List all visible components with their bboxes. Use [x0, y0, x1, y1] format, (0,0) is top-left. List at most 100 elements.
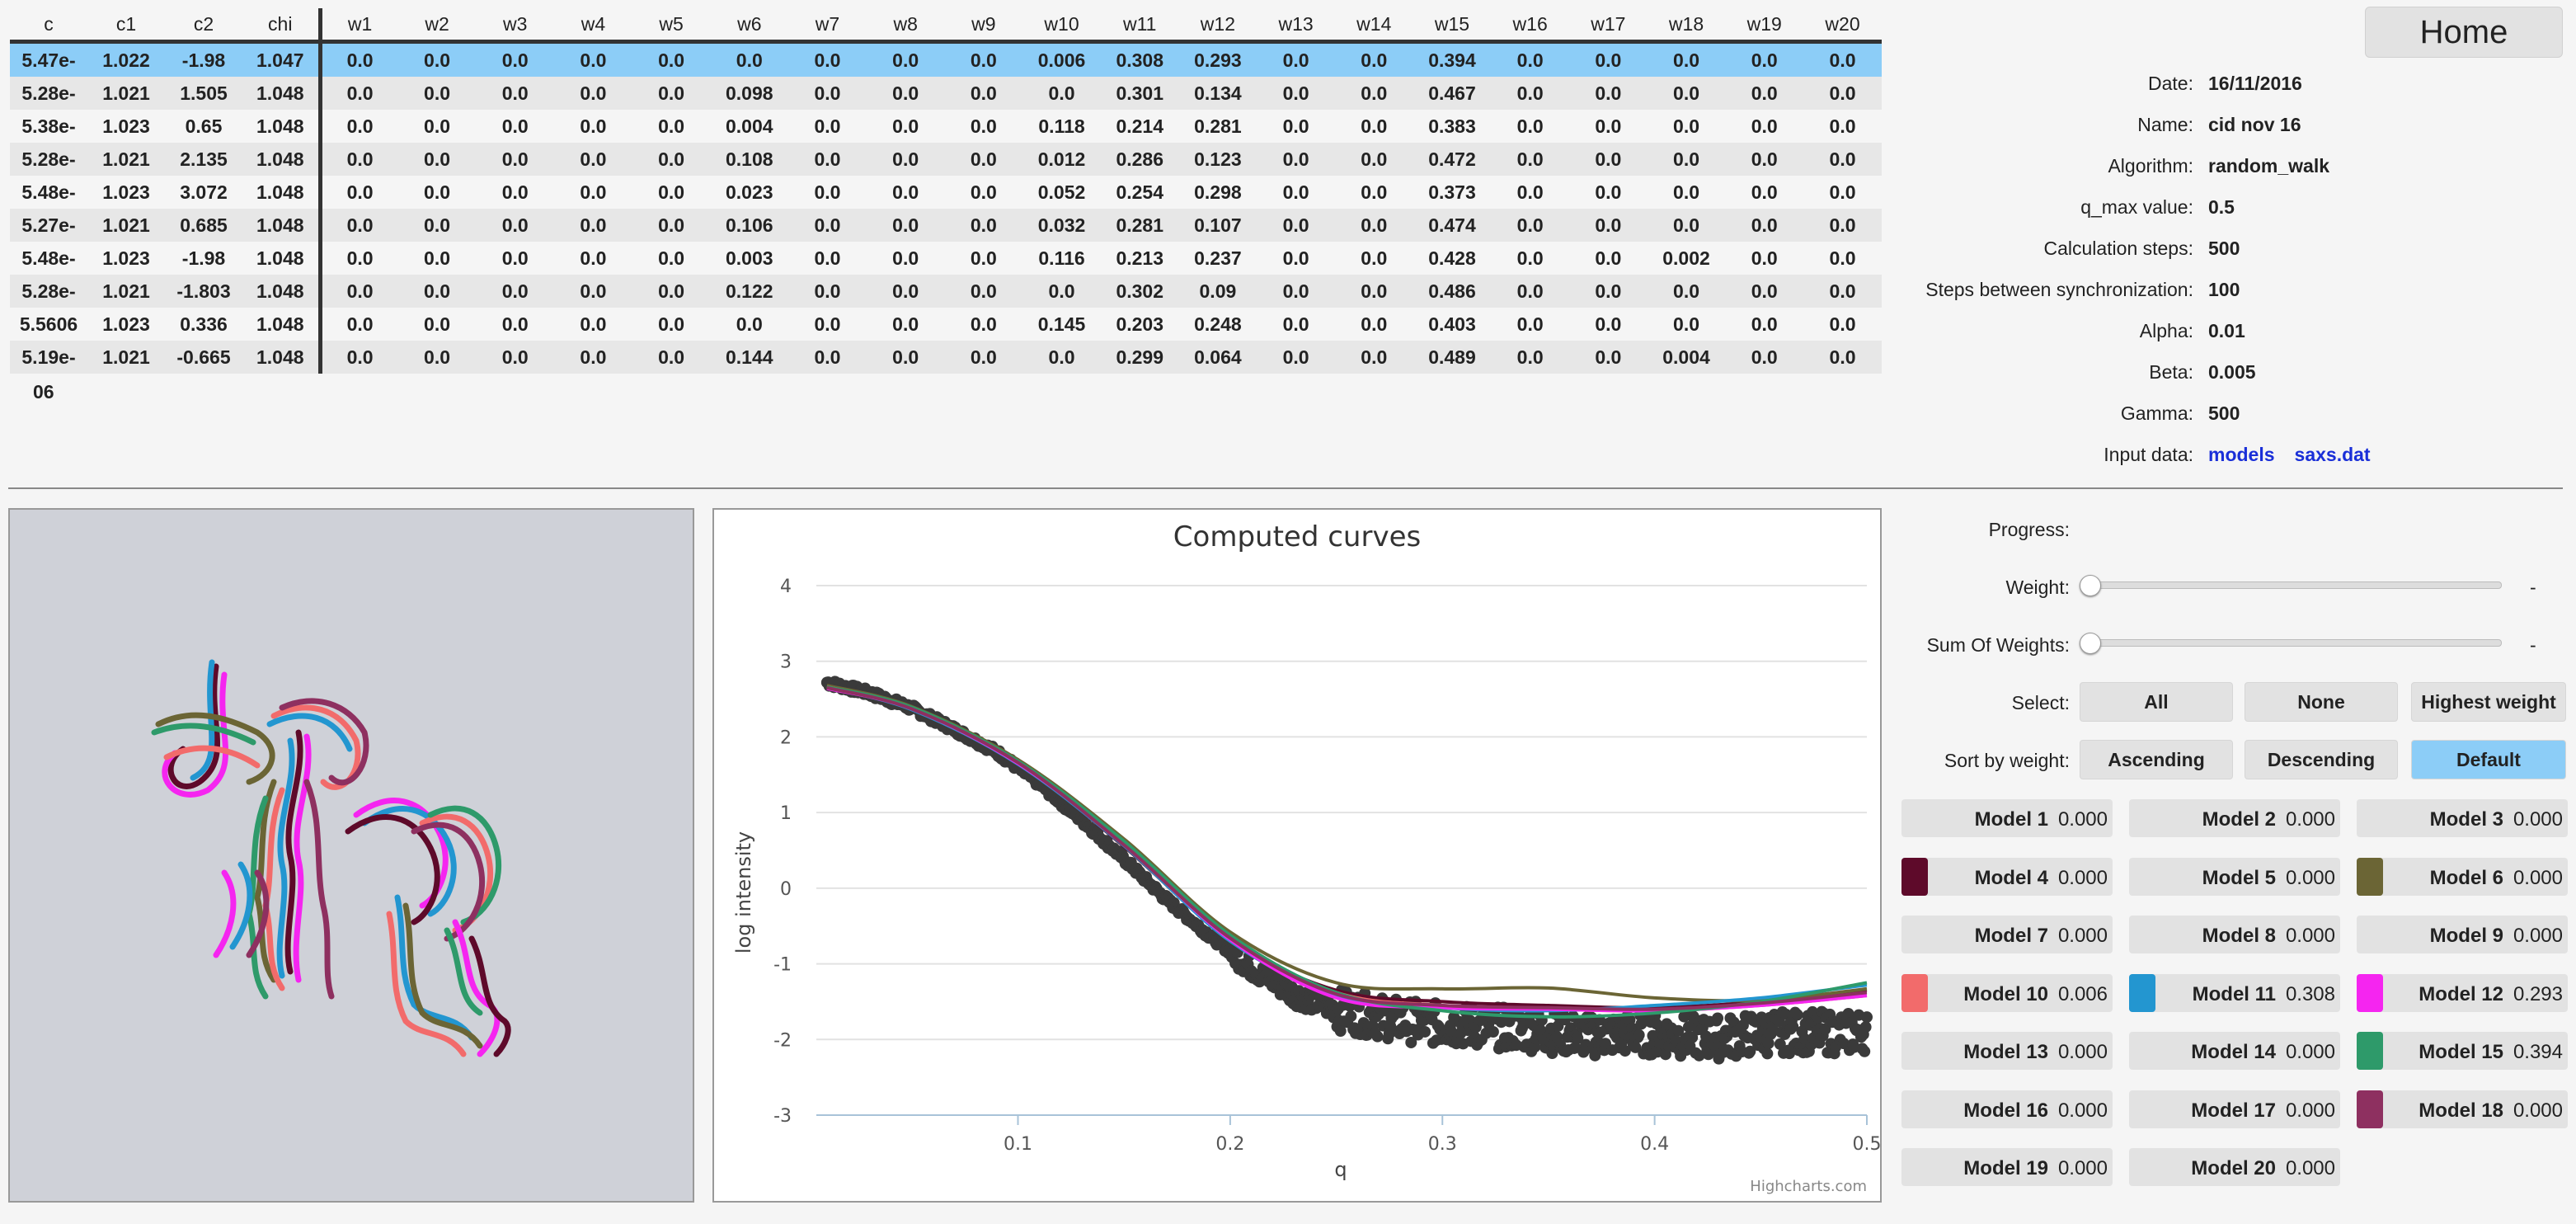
column-header-c2[interactable]: c2: [165, 8, 242, 44]
model-toggle-19[interactable]: Model 19 0.000: [1901, 1148, 2113, 1186]
info-row: Alpha: 0.01: [1897, 310, 2556, 351]
info-label: Alpha:: [2139, 319, 2193, 341]
table-cell: 0.0: [944, 41, 1023, 77]
column-header-c1[interactable]: c1: [87, 8, 165, 44]
table-row[interactable]: 5.28e- 1.021 1.505 1.048 0.0 0.0 0.0 0.0 0.0 0.09…: [10, 77, 1882, 110]
table-row[interactable]: 5.27e- 1.021 0.685 1.048 0.0 0.0 0.0 0.0 0.0 0.10…: [10, 209, 1882, 242]
weight-slider-track[interactable]: [2088, 581, 2502, 589]
sort-default-button[interactable]: Default: [2411, 740, 2566, 779]
model-toggle-13[interactable]: Model 13 0.000: [1901, 1032, 2113, 1070]
table-row[interactable]: 5.48e- 1.023 -1.98 1.048 0.0 0.0 0.0 0.0 0.0 0.00…: [10, 242, 1882, 275]
table-row[interactable]: 5.19e- 1.021 -0.665 1.048 0.0 0.0 0.0 0.0 0.0 0.1…: [10, 341, 1882, 374]
table-cell: 0.0: [1491, 143, 1569, 176]
table-row[interactable]: 5.38e- 1.023 0.65 1.048 0.0 0.0 0.0 0.0 0.0 0.004…: [10, 110, 1882, 143]
model-toggle-17[interactable]: Model 17 0.000: [2129, 1090, 2340, 1128]
column-header-w2[interactable]: w2: [397, 8, 477, 44]
table-cell: 0.0: [866, 275, 945, 308]
select-highest-weight-button[interactable]: Highest weight: [2411, 682, 2566, 722]
table-row[interactable]: 5.28e- 1.021 -1.803 1.048 0.0 0.0 0.0 0.0 0.0 0.1…: [10, 275, 1882, 308]
column-header-w7[interactable]: w7: [788, 8, 867, 44]
model-toggle-5[interactable]: Model 5 0.000: [2129, 857, 2340, 896]
table-cell: 0.145: [1037, 313, 1086, 335]
column-header-c[interactable]: c: [10, 8, 87, 44]
model-toggle-9[interactable]: Model 9 0.000: [2357, 916, 2568, 953]
table-cell: 0.0: [1282, 115, 1309, 137]
table-cell: 0.106: [710, 209, 789, 242]
table-cell: 0.0: [1673, 181, 1700, 203]
model-name: Model 6: [2429, 866, 2503, 889]
weight-slider-thumb[interactable]: [2080, 575, 2101, 596]
model-toggle-12[interactable]: Model 12 0.293: [2357, 973, 2568, 1012]
sort-ascending-button[interactable]: Ascending: [2080, 740, 2233, 779]
column-header-w1[interactable]: w1: [320, 8, 398, 44]
structure-viewer[interactable]: [8, 508, 694, 1203]
model-toggle-3[interactable]: Model 3 0.000: [2357, 799, 2568, 837]
model-toggle-11[interactable]: Model 11 0.308: [2129, 973, 2340, 1012]
model-toggle-1[interactable]: Model 1 0.000: [1901, 799, 2113, 837]
column-header-w14[interactable]: w14: [1334, 8, 1413, 44]
select-all-button[interactable]: All: [2080, 682, 2233, 722]
table-cell: 1.023: [102, 115, 150, 137]
chart-credit[interactable]: Highcharts.com: [1750, 1178, 1867, 1195]
model-toggle-6[interactable]: Model 6 0.000: [2357, 857, 2568, 896]
input-data-label: Input data:: [2104, 443, 2193, 465]
experimental-point: [1693, 1049, 1705, 1062]
column-header-w19[interactable]: w19: [1725, 8, 1804, 44]
table-cell: 0.0: [346, 181, 374, 203]
table-cell: 1.048: [242, 242, 322, 275]
sum-of-weights-slider-thumb[interactable]: [2080, 633, 2101, 654]
column-header-w16[interactable]: w16: [1491, 8, 1569, 44]
model-name: Model 9: [2429, 925, 2503, 947]
column-header-w13[interactable]: w13: [1257, 8, 1335, 44]
column-header-chi[interactable]: chi: [242, 8, 322, 44]
table-cell: 0.203: [1116, 313, 1163, 335]
table-cell: 0.0: [944, 275, 1023, 308]
select-none-button[interactable]: None: [2245, 682, 2398, 722]
table-row[interactable]: 5.5606 1.023 0.336 1.048 0.0 0.0 0.0 0.0 0.0 0.0 0…: [10, 308, 1882, 341]
table-cell: 0.0: [554, 275, 632, 308]
table-cell: 0.248: [1194, 313, 1242, 335]
column-header-w3[interactable]: w3: [476, 8, 555, 44]
column-header-w8[interactable]: w8: [866, 8, 945, 44]
sum-of-weights-slider-track[interactable]: [2088, 639, 2502, 647]
chart-y-tick-labels: 4 3 2 1 0 -1 -2 -3: [773, 577, 792, 1127]
model-toggle-15[interactable]: Model 15 0.394: [2357, 1032, 2568, 1070]
table-cell: 1.021: [87, 209, 165, 242]
table-cell: 0.004: [726, 115, 773, 137]
column-header-w20[interactable]: w20: [1803, 8, 1882, 44]
model-toggle-14[interactable]: Model 14 0.000: [2129, 1032, 2340, 1070]
table-cell: 0.0: [632, 143, 711, 176]
model-toggle-16[interactable]: Model 16 0.000: [1901, 1090, 2113, 1128]
table-row[interactable]: 5.48e- 1.023 3.072 1.048 0.0 0.0 0.0 0.0 0.0 0.02…: [10, 176, 1882, 209]
table-row[interactable]: 5.47e- 1.022 -1.98 1.047 0.0 0.0 0.0 0.0 0.0 0.0 0…: [10, 41, 1882, 77]
info-row: Steps between synchronization: 100: [1897, 269, 2556, 310]
info-value: cid nov 16: [2208, 113, 2301, 135]
model-toggle-7[interactable]: Model 7 0.000: [1901, 916, 2113, 953]
home-button[interactable]: Home: [2365, 7, 2563, 58]
x-tick-label: 0.1: [1004, 1134, 1032, 1155]
column-header-w5[interactable]: w5: [632, 8, 711, 44]
experimental-point: [1761, 1047, 1774, 1060]
models-link[interactable]: models: [2208, 443, 2275, 465]
column-header-w12[interactable]: w12: [1178, 8, 1257, 44]
model-toggle-8[interactable]: Model 8 0.000: [2129, 916, 2340, 953]
model-toggle-2[interactable]: Model 2 0.000: [2129, 799, 2340, 837]
column-header-w4[interactable]: w4: [554, 8, 632, 44]
model-color-swatch: [2357, 973, 2383, 1012]
computed-curves-chart[interactable]: Computed curves 4 3 2 1 0 -1 -2 -3 0.1 0.2 0.3 0.4…: [712, 508, 1882, 1203]
model-toggle-4[interactable]: Model 4 0.000: [1901, 857, 2113, 896]
column-header-w17[interactable]: w17: [1569, 8, 1648, 44]
saxs-dat-link[interactable]: saxs.dat: [2294, 443, 2371, 465]
table-cell: 0.0: [501, 181, 529, 203]
column-header-w11[interactable]: w11: [1100, 8, 1179, 44]
column-header-w18[interactable]: w18: [1647, 8, 1726, 44]
model-toggle-20[interactable]: Model 20 0.000: [2129, 1148, 2340, 1186]
model-toggle-18[interactable]: Model 18 0.000: [2357, 1090, 2568, 1128]
column-header-w10[interactable]: w10: [1022, 8, 1101, 44]
sort-descending-button[interactable]: Descending: [2245, 740, 2398, 779]
column-header-w9[interactable]: w9: [944, 8, 1023, 44]
column-header-w15[interactable]: w15: [1413, 8, 1492, 44]
model-toggle-10[interactable]: Model 10 0.006: [1901, 973, 2113, 1012]
column-header-w6[interactable]: w6: [710, 8, 789, 44]
table-row[interactable]: 5.28e- 1.021 2.135 1.048 0.0 0.0 0.0 0.0 0.0 0.10…: [10, 143, 1882, 176]
